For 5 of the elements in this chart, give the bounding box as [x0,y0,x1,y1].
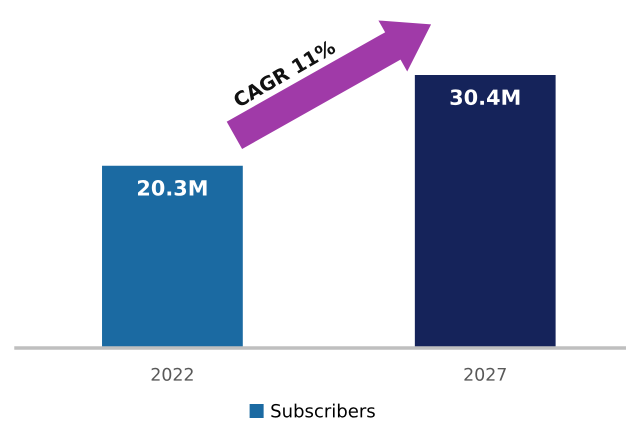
legend-label: Subscribers [271,404,375,418]
x-tick-label: 2027 [464,368,506,381]
data-label: 30.4M [450,89,520,106]
data-label: 20.3M [138,180,207,196]
x-tick-label: 2022 [152,368,193,381]
